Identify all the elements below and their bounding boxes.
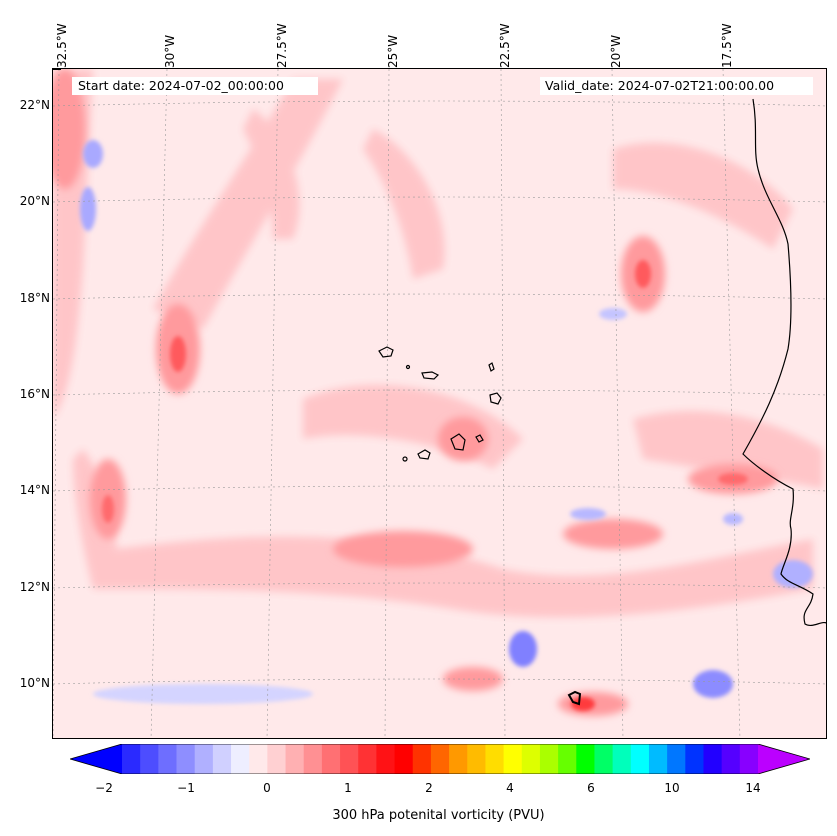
colorbar-cell — [739, 744, 759, 774]
cb-tick-2: 0 — [263, 781, 271, 795]
lon-label-32-5w: 32.5°W — [55, 23, 69, 68]
colorbar-label: 300 hPa potenital vorticity (PVU) — [332, 808, 545, 823]
colorbar-cell — [485, 744, 505, 774]
colorbar-cell — [430, 744, 450, 774]
colorbar-cell — [685, 744, 704, 774]
colorbar-cell — [285, 744, 305, 774]
colorbar-cell — [376, 744, 396, 774]
colorbar-cell — [358, 744, 377, 774]
colorbar-cell — [521, 744, 541, 774]
lon-label-27-5w: 27.5°W — [275, 23, 289, 68]
colorbar-cell — [212, 744, 232, 774]
colorbar-cell — [340, 744, 359, 774]
colorbar-cell — [394, 744, 414, 774]
lon-label-25w: 25°W — [386, 34, 400, 68]
colorbar-cell — [267, 744, 287, 774]
colorbar-cell — [503, 744, 523, 774]
start-date-label: Start date: 2024-07-02_00:00:00 — [72, 77, 318, 95]
colorbar-cell — [449, 744, 468, 774]
colorbar-cell — [231, 744, 250, 774]
colorbar-cell — [667, 744, 686, 774]
lat-label-10n: 10°N — [19, 676, 50, 690]
cb-tick-0: −2 — [95, 781, 113, 795]
colorbar-extend-max — [758, 744, 810, 774]
lat-label-18n: 18°N — [19, 291, 50, 305]
graticule — [53, 69, 826, 738]
cb-tick-3: 1 — [344, 781, 352, 795]
lon-label-22-5w: 22.5°W — [498, 23, 512, 68]
colorbar-cell — [122, 744, 141, 774]
colorbar — [70, 744, 810, 774]
map-panel[interactable] — [52, 68, 827, 739]
colorbar-cell — [176, 744, 196, 774]
colorbar-cell — [558, 744, 577, 774]
colorbar-cell — [140, 744, 159, 774]
colorbar-cell — [412, 744, 432, 774]
colorbar-cell — [303, 744, 323, 774]
lon-label-20w: 20°W — [609, 34, 623, 68]
pv-contours-high — [102, 260, 748, 711]
coastline-africa — [742, 98, 826, 627]
colorbar-cell — [630, 744, 650, 774]
lat-label-20n: 20°N — [19, 194, 50, 208]
cb-tick-8: 14 — [745, 781, 761, 795]
colorbar-cell — [194, 744, 214, 774]
cb-tick-7: 10 — [664, 781, 680, 795]
lat-label-22n: 22°N — [19, 98, 50, 112]
colorbar-cell — [612, 744, 632, 774]
colorbar-cell — [321, 744, 341, 774]
colorbar-cell — [594, 744, 614, 774]
lon-label-30w: 30°W — [163, 34, 177, 68]
colorbar-extend-min — [70, 744, 122, 774]
colorbar-cell — [648, 744, 668, 774]
cb-tick-6: 6 — [587, 781, 595, 795]
colorbar-cell — [721, 744, 741, 774]
lat-label-16n: 16°N — [19, 387, 50, 401]
cb-tick-1: −1 — [177, 781, 195, 795]
valid-date-label: Valid_date: 2024-07-02T21:00:00.00 — [540, 77, 813, 95]
pv-contours-negative — [80, 140, 813, 704]
cb-tick-5: 4 — [506, 781, 514, 795]
lat-label-12n: 12°N — [19, 580, 50, 594]
colorbar-cell — [539, 744, 559, 774]
lat-label-14n: 14°N — [19, 483, 50, 497]
cb-tick-4: 2 — [425, 781, 433, 795]
colorbar-cell — [249, 744, 268, 774]
colorbar-cell — [576, 744, 595, 774]
pv-contours-mid — [53, 69, 778, 716]
colorbar-cell — [703, 744, 723, 774]
colorbar-cell — [158, 744, 178, 774]
colorbar-cell — [467, 744, 486, 774]
coastlines-islands — [378, 346, 582, 706]
pv-field-map — [53, 69, 826, 738]
lon-label-17-5w: 17.5°W — [720, 23, 734, 68]
